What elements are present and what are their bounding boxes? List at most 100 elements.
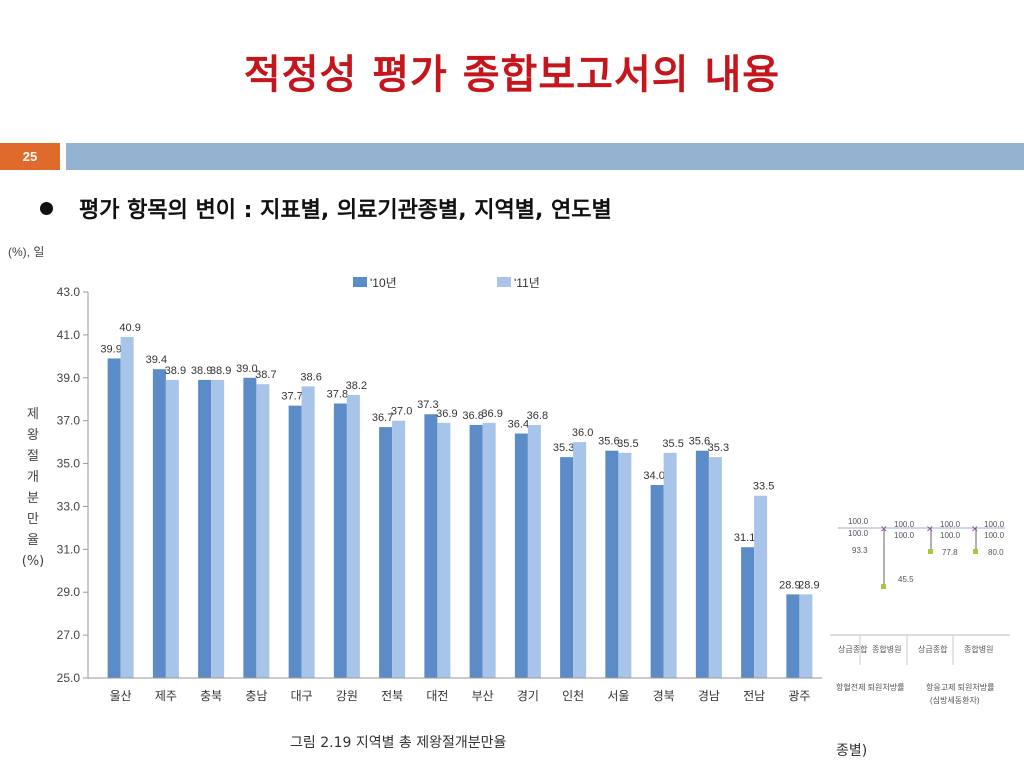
bar-1 — [754, 495, 768, 678]
bar-1 — [165, 379, 179, 678]
y-axis-ticks: 43.0 41.0 39.0 37.0 35.0 33.0 31.0 29.0 27.0 25.0 — [57, 285, 88, 685]
bar-value-label: 39.9 — [100, 343, 121, 355]
frag-group-label: 항혈전제 퇴원처방률 — [836, 682, 904, 692]
bar-value-label: 31.1 — [734, 532, 755, 544]
bar-value-label: 33.5 — [753, 481, 774, 493]
y-tick-label: 39.0 — [57, 371, 81, 385]
legend-label-1: '11년 — [514, 276, 540, 290]
header-bar — [66, 143, 1024, 170]
bar-value-label: 40.9 — [119, 322, 140, 334]
bar-value-label: 36.9 — [481, 408, 502, 420]
bar-value-label: 37.3 — [417, 399, 438, 411]
y-tick-label: 25.0 — [57, 671, 81, 685]
y-axis-label: 제왕절개분만율 (%) — [22, 407, 45, 569]
bullet-text: 평가 항목의 변이 : 지표별, 의료기관종별, 지역별, 연도별 — [79, 198, 612, 223]
frag-value: 100.0 — [848, 517, 869, 526]
x-category-label: 대구 — [291, 689, 313, 703]
bar-0 — [424, 414, 438, 678]
bar-1 — [527, 424, 541, 678]
y-label-char: 율 — [27, 533, 39, 548]
legend-swatch-1 — [497, 277, 511, 287]
bar-value-label: 36.9 — [436, 408, 457, 420]
bar-value-label: 34.0 — [643, 470, 664, 482]
page-number-badge: 25 — [0, 143, 60, 170]
bar-0 — [605, 450, 619, 678]
frag-value: 100.0 — [940, 520, 961, 529]
y-tick-label: 33.0 — [57, 499, 81, 513]
frag-value: 93.3 — [852, 546, 868, 555]
bar-value-label: 38.9 — [210, 365, 231, 377]
bar-1 — [120, 337, 134, 678]
bullet-row: 평가 항목의 변이 : 지표별, 의료기관종별, 지역별, 연도별 — [40, 190, 612, 226]
frag-value: 45.5 — [898, 575, 914, 584]
frag-table-cell: 종합병원 — [872, 645, 901, 654]
bar-1 — [618, 452, 632, 678]
y-label-char: 만 — [27, 512, 39, 527]
frag-value: 80.0 — [988, 548, 1004, 557]
y-tick-label: 41.0 — [57, 328, 81, 342]
bar-0 — [152, 369, 166, 678]
y-tick-label: 43.0 — [57, 285, 81, 299]
frag-marker: ✕ — [971, 525, 979, 535]
y-tick-label: 37.0 — [57, 414, 81, 428]
bar-value-label: 38.2 — [346, 380, 367, 392]
x-category-label: 충남 — [245, 689, 267, 703]
frag-value: 100.0 — [894, 531, 915, 540]
chart-caption: 그림 2.19 지역별 총 제왕절개분만율 — [290, 735, 507, 751]
bar-value-label: 35.3 — [708, 442, 729, 454]
bar-0 — [469, 424, 483, 678]
bar-0 — [379, 427, 393, 678]
bar-value-label: 38.9 — [191, 365, 212, 377]
bar-value-label: 37.0 — [391, 406, 412, 418]
frag-group-label: (심방세동환자) — [930, 695, 980, 705]
x-category-label: 전남 — [743, 689, 765, 703]
frag-value: 77.8 — [942, 548, 958, 557]
bar-1 — [663, 452, 677, 678]
x-category-label: 제주 — [155, 689, 177, 703]
bar-0 — [741, 547, 755, 678]
legend-label-0: '10년 — [370, 276, 397, 290]
bar-value-label: 35.5 — [617, 438, 638, 450]
legend-swatch-0 — [353, 277, 367, 287]
y-label-char: 절 — [27, 449, 39, 464]
bar-value-label: 36.8 — [462, 410, 483, 422]
background-figure-fragment: 100.0 100.0 100.0 100.0 100.0 100.0 100.… — [830, 517, 1010, 759]
bar-value-label: 38.7 — [255, 369, 276, 381]
bar-1 — [799, 594, 813, 678]
bar-1 — [482, 422, 496, 678]
y-label-char: 왕 — [27, 428, 39, 443]
y-label-char: 분 — [27, 491, 39, 506]
bar-value-label: 37.7 — [281, 391, 302, 403]
y-label-char: (%) — [22, 554, 45, 569]
bar-value-label: 28.9 — [798, 579, 819, 591]
frag-table-cell: 상급종합 — [838, 644, 868, 654]
x-category-label: 부산 — [472, 689, 494, 703]
slide-title: 적정성 평가 종합보고서의 내용 — [243, 52, 781, 98]
bar-value-label: 39.4 — [146, 354, 167, 366]
bar-value-label: 36.8 — [527, 410, 548, 422]
bar-0 — [650, 485, 664, 678]
y-tick-label: 31.0 — [57, 542, 81, 556]
bar-0 — [198, 379, 212, 678]
frag-group-label: 항응고제 퇴원처방률 — [926, 682, 994, 692]
bar-value-label: 36.7 — [372, 412, 393, 424]
bar-0 — [107, 358, 121, 678]
bar-1 — [346, 394, 360, 678]
bar-1 — [211, 379, 225, 678]
frag-table-cell: 상급종합 — [918, 644, 948, 654]
bar-value-label: 35.5 — [662, 438, 683, 450]
frag-value: 100.0 — [984, 520, 1005, 529]
x-axis-categories: 울산 제주 충북 충남 대구 강원 전북 대전 부산 경기 인천 서울 경북 경남 전남 광주 — [110, 688, 811, 703]
bar-value-label: 39.0 — [236, 363, 257, 375]
frag-value: 100.0 — [894, 520, 915, 529]
bar-1 — [573, 442, 587, 678]
frag-table-cell: 종합병원 — [964, 645, 993, 654]
bar-0 — [786, 594, 800, 678]
frag-value: 100.0 — [984, 531, 1005, 540]
bar-0 — [695, 450, 709, 678]
bar-value-label: 37.8 — [327, 389, 348, 401]
bar-0 — [514, 433, 528, 678]
frag-caption: 종별) — [836, 743, 867, 759]
bar-value-label: 38.6 — [300, 371, 321, 383]
x-category-label: 전북 — [381, 689, 403, 703]
